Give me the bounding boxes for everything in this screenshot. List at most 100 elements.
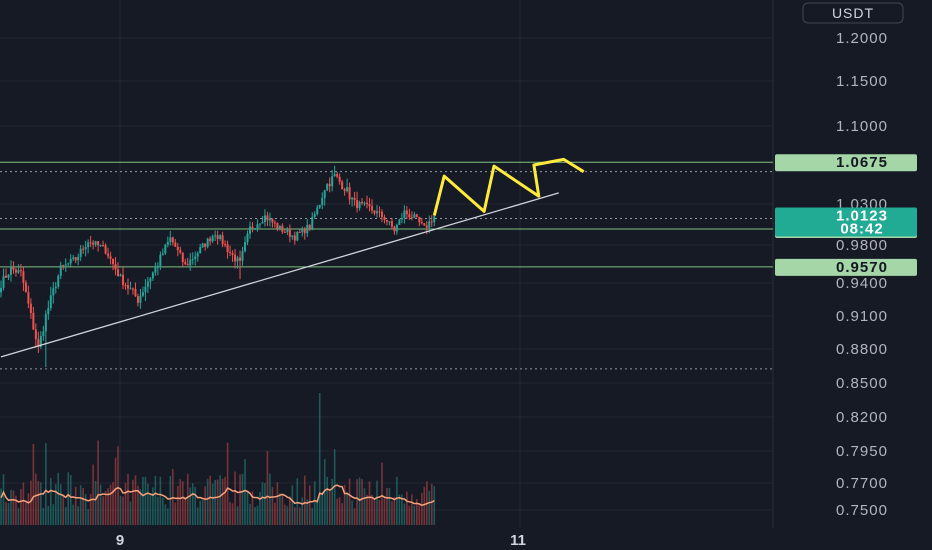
candle-body [92, 242, 95, 245]
volume-bar [32, 443, 35, 525]
candle-body [234, 254, 237, 262]
candle-body [308, 224, 311, 229]
volume-bar [25, 500, 27, 525]
price-tick-label: 0.7500 [836, 502, 888, 519]
candle-body [278, 225, 281, 229]
volume-bar [428, 490, 431, 525]
volume-bar [229, 502, 231, 525]
candle-body [124, 285, 127, 287]
volume-bar [371, 494, 373, 525]
candle-body [179, 250, 182, 253]
volume-bar [102, 496, 104, 525]
candle-body [241, 251, 244, 261]
volume-bar [348, 478, 351, 525]
candle-body [204, 243, 207, 247]
volume-bar [361, 479, 363, 525]
candle-body [104, 245, 107, 254]
volume-bar [376, 480, 378, 525]
volume-bar [249, 503, 251, 525]
candle-body [129, 288, 132, 290]
volume-bar [331, 478, 333, 525]
candle-body [363, 202, 366, 204]
volume-bar [219, 475, 221, 525]
volume-bar [186, 473, 189, 525]
candle-body [186, 264, 189, 266]
candle-body [22, 271, 25, 283]
volume-bar [157, 496, 159, 525]
candle-body [69, 258, 72, 264]
volume-bar [92, 464, 94, 525]
candle-body [231, 252, 234, 255]
candle-body [194, 256, 197, 260]
candle-body [296, 231, 299, 241]
volume-bar [117, 446, 119, 525]
volume-bar [328, 490, 331, 525]
volume-bar [294, 507, 296, 525]
candle-body [263, 215, 266, 223]
volume-bar [226, 442, 229, 525]
candle-body [49, 295, 52, 309]
candle-body [72, 257, 75, 259]
price-tick-label: 0.7950 [836, 443, 888, 460]
candle-body [161, 253, 164, 255]
volume-bar [74, 486, 77, 525]
volume-bar [199, 500, 201, 525]
volume-bar [236, 506, 239, 525]
candle-body [199, 247, 202, 254]
volume-bar [311, 507, 314, 525]
volume-bar [333, 449, 336, 525]
candle-body [169, 237, 172, 242]
candle-body [249, 226, 251, 234]
volume-bar [2, 474, 5, 525]
volume-bar [67, 472, 70, 525]
volume-bar [109, 484, 112, 525]
candle-body [7, 274, 10, 278]
volume-bar [112, 482, 114, 525]
candle-body [281, 225, 284, 232]
volume-bar [129, 501, 132, 525]
candle-body [119, 274, 122, 277]
candle-body [371, 206, 374, 211]
grid [0, 0, 774, 528]
candle-body [239, 257, 242, 261]
candle-body [383, 217, 386, 220]
candle-body [176, 246, 179, 251]
volume-bar [184, 496, 187, 525]
volume-bar [343, 484, 346, 525]
candle-body [306, 224, 309, 234]
candle-body [430, 221, 433, 223]
candle-body [311, 216, 314, 229]
volume-bar [274, 502, 276, 525]
candle-body [29, 303, 32, 313]
volume-bar [211, 483, 214, 525]
volume-bar [94, 480, 97, 525]
volume-bar [276, 482, 279, 525]
candle-body [351, 197, 354, 200]
currency-button[interactable]: USDT [802, 2, 904, 24]
volume-bar [239, 474, 241, 525]
volume-bar [401, 494, 403, 525]
time-tick-label: 11 [510, 532, 526, 549]
volume-bar [22, 482, 25, 525]
candle-body [59, 265, 62, 276]
candle-body [107, 253, 110, 257]
candle-body [246, 233, 249, 243]
price-level-badge [775, 154, 917, 172]
price-level-badge-label: 0.9570 [836, 259, 888, 276]
candle-body [64, 264, 67, 266]
candle-body [164, 244, 167, 254]
volume-bar [99, 484, 102, 525]
volume-bar [408, 505, 411, 525]
volume-bar [366, 494, 368, 525]
volume-bar [336, 498, 338, 525]
candle-body [291, 235, 294, 237]
volume-bar [386, 487, 388, 525]
candle-body [398, 219, 401, 225]
volume-bar [259, 491, 261, 525]
volume-bar [176, 486, 179, 525]
candle-body [236, 257, 239, 262]
volume-bar [12, 490, 15, 525]
candle-body [413, 214, 416, 218]
